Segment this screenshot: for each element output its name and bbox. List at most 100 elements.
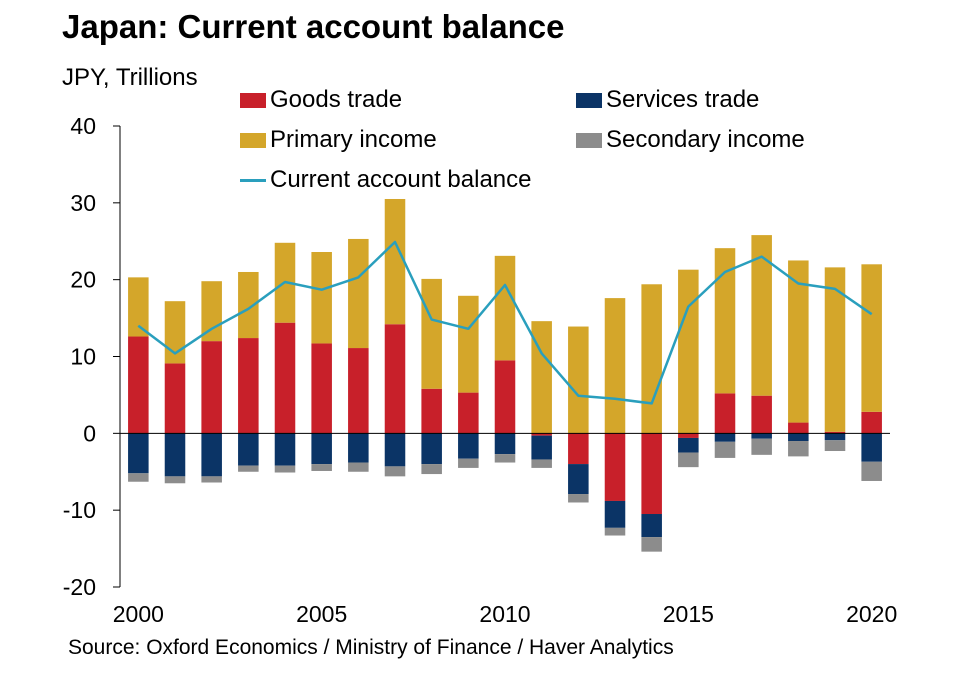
bar-primary-2016 (714, 248, 736, 394)
chart-title: Japan: Current account balance (62, 8, 565, 45)
bar-goods-2011 (531, 433, 552, 436)
bar-secondary-2016 (714, 441, 736, 458)
bar-goods-2008 (421, 388, 442, 434)
bar-primary-2010 (494, 255, 516, 361)
y-tick-label-0: 0 (83, 420, 96, 446)
bar-services-2013 (604, 500, 626, 528)
bar-secondary-2001 (164, 476, 186, 484)
bar-secondary-2009 (458, 458, 479, 468)
bar-secondary-2005 (311, 464, 332, 471)
bar-services-2001 (164, 433, 186, 477)
legend-services-swatch (576, 92, 602, 108)
bar-services-2006 (348, 433, 369, 463)
bar-secondary-2019 (824, 440, 846, 452)
bar-secondary-2013 (604, 527, 626, 536)
legend-primary: Primary income (240, 126, 437, 154)
bar-secondary-2020 (861, 461, 882, 481)
bar-secondary-2018 (788, 441, 809, 457)
y-axis-unit-label: JPY, Trillions (62, 64, 198, 91)
bar-goods-2012 (568, 433, 589, 465)
bar-secondary-2007 (384, 466, 406, 477)
bar-goods-2007 (384, 324, 406, 434)
bar-services-2012 (568, 464, 589, 495)
legend-balance-label: Current account balance (270, 166, 532, 193)
legend-primary-swatch (240, 132, 266, 148)
line-balance (137, 240, 873, 405)
bar-primary-2009 (458, 295, 479, 393)
legend-services: Services trade (576, 86, 759, 114)
bar-primary-2007 (384, 198, 406, 325)
bar-services-2009 (458, 433, 479, 459)
y-tick-label--10: -10 (63, 497, 96, 523)
bar-services-2004 (274, 433, 296, 466)
y-tick-label-10: 10 (70, 344, 96, 370)
bar-primary-2015 (678, 269, 699, 434)
y-tick-label-30: 30 (70, 190, 96, 216)
x-tick-label-2015: 2015 (663, 601, 714, 627)
bar-goods-2018 (788, 422, 809, 434)
bar-goods-2015 (678, 433, 699, 438)
bar-primary-2020 (861, 264, 882, 412)
bar-secondary-2002 (201, 476, 222, 483)
bar-primary-2000 (128, 277, 149, 337)
bar-services-2000 (128, 433, 149, 474)
x-tick-label-2000: 2000 (113, 601, 164, 627)
legend-secondary-swatch (576, 132, 602, 148)
bar-secondary-2014 (641, 537, 662, 552)
bar-goods-2019 (824, 431, 846, 434)
y-tick-label-20: 20 (70, 267, 96, 293)
legend-balance-swatch (240, 178, 266, 182)
bar-secondary-2012 (568, 494, 589, 503)
bar-services-2010 (494, 433, 516, 455)
bar-services-2008 (421, 433, 442, 465)
bar-goods-2017 (751, 395, 772, 434)
bar-services-2003 (238, 433, 259, 466)
bar-goods-2000 (128, 336, 149, 434)
bar-goods-2001 (164, 363, 186, 434)
bar-secondary-2015 (678, 452, 699, 468)
bar-services-2017 (751, 433, 772, 439)
bar-goods-2009 (458, 392, 479, 434)
bar-primary-2013 (604, 298, 626, 434)
y-tick-label--20: -20 (63, 574, 96, 600)
bar-primary-2012 (568, 326, 589, 434)
bar-primary-2008 (421, 278, 442, 389)
legend-primary-label: Primary income (270, 126, 437, 153)
legend-services-label: Services trade (606, 86, 760, 113)
bar-goods-2016 (714, 393, 736, 434)
bar-goods-2020 (861, 411, 882, 434)
bar-services-2011 (531, 435, 552, 460)
source-note: Source: Oxford Economics / Ministry of F… (68, 636, 674, 659)
bar-primary-2003 (238, 271, 259, 339)
bar-services-2005 (311, 433, 332, 465)
bar-goods-2002 (201, 341, 222, 434)
x-tick-label-2010: 2010 (479, 601, 530, 627)
x-tick-label-2020: 2020 (846, 601, 897, 627)
bar-secondary-2006 (348, 462, 369, 472)
bar-primary-2006 (348, 238, 369, 349)
bar-goods-2014 (641, 433, 662, 515)
bar-secondary-2011 (531, 459, 552, 468)
bar-secondary-2010 (494, 454, 516, 463)
bar-services-2020 (861, 433, 882, 462)
bar-goods-2006 (348, 348, 369, 434)
bar-goods-2013 (604, 433, 626, 501)
bar-goods-2003 (238, 338, 259, 434)
bar-secondary-2004 (274, 465, 296, 473)
legend-balance: Current account balance (240, 166, 532, 194)
bar-primary-2005 (311, 252, 332, 344)
bar-services-2015 (678, 437, 699, 453)
bar-primary-2018 (788, 260, 809, 423)
legend-goods-label: Goods trade (270, 86, 403, 113)
bar-secondary-2008 (421, 464, 442, 475)
bar-services-2019 (824, 433, 846, 441)
legend-secondary: Secondary income (576, 126, 805, 154)
bar-primary-2011 (531, 321, 552, 434)
bar-secondary-2017 (751, 438, 772, 455)
bar-services-2016 (714, 433, 736, 442)
bar-goods-2010 (494, 360, 516, 434)
bar-goods-2004 (274, 322, 296, 434)
bar-services-2014 (641, 514, 662, 538)
bar-primary-2014 (641, 284, 662, 434)
